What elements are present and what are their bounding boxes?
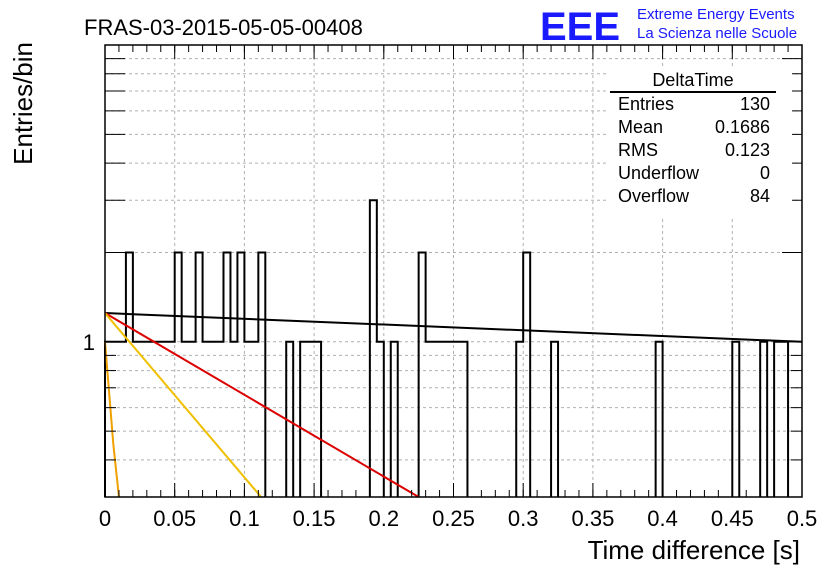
- histogram-bin-group: [773, 340, 790, 497]
- stats-box-title: DeltaTime: [652, 70, 733, 90]
- stats-row-value: 0: [760, 163, 770, 183]
- x-tick-label: 0: [99, 506, 111, 531]
- fit-line: [104, 312, 262, 498]
- stats-row-value: 130: [740, 94, 770, 114]
- stats-row-label: Mean: [618, 117, 663, 137]
- logo-mark: EEE: [540, 5, 620, 49]
- y-tick-label: 1: [83, 330, 95, 355]
- stats-row-label: Underflow: [618, 163, 700, 183]
- stats-row-value: 0.1686: [715, 117, 770, 137]
- x-tick-label: 0.15: [293, 506, 336, 531]
- histogram-bins: [104, 199, 790, 497]
- histogram-bin-group: [515, 251, 532, 497]
- histogram-bin-group: [654, 340, 664, 497]
- x-tick-label: 0.05: [153, 506, 196, 531]
- logo-line-2: La Scienza nelle Scuole: [637, 25, 797, 42]
- x-tick-label: 0.4: [647, 506, 678, 531]
- x-tick-label: 0.3: [508, 506, 539, 531]
- chart-title: FRAS-03-2015-05-05-00408: [84, 15, 363, 40]
- fit-line: [104, 341, 120, 498]
- fit-lines: [104, 312, 803, 498]
- x-tick-label: 0.1: [229, 506, 260, 531]
- histogram-bin-group: [550, 340, 560, 497]
- fit-line: [104, 312, 420, 498]
- x-axis-ticks: 0 0.05 0.1 0.15 0.2 0.25 0.3 0.35 0.4 0.45 0.5: [99, 45, 817, 531]
- stats-row-label: Entries: [618, 94, 674, 114]
- x-tick-label: 0.2: [369, 506, 400, 531]
- y-axis-label: Entries/bin: [8, 42, 38, 165]
- x-axis-label: Time difference [s]: [588, 535, 800, 565]
- logo-line-1: Extreme Energy Events: [637, 6, 795, 23]
- x-tick-label: 0.35: [571, 506, 614, 531]
- fit-line: [104, 312, 803, 343]
- stats-row-label: Overflow: [618, 186, 690, 206]
- stats-box: DeltaTime Entries 130 Mean 0.1686 RMS 0.123 Un…: [606, 66, 792, 216]
- x-tick-label: 0.45: [711, 506, 754, 531]
- x-tick-label: 0.25: [432, 506, 475, 531]
- histogram-bin-group: [368, 199, 385, 497]
- eee-logo: EEE Extreme Energy Events La Scienza nel…: [540, 5, 797, 49]
- histogram-bin-group: [731, 340, 741, 497]
- histogram-bin-group: [104, 251, 267, 497]
- histogram-bin-group: [389, 340, 399, 497]
- histogram-bin-group: [759, 340, 769, 497]
- stats-row-value: 84: [750, 186, 770, 206]
- histogram-bin-group: [299, 340, 323, 497]
- stats-row-value: 0.123: [725, 140, 770, 160]
- histogram-bin-group: [417, 251, 469, 497]
- stats-row-label: RMS: [618, 140, 658, 160]
- x-tick-label: 0.5: [787, 506, 818, 531]
